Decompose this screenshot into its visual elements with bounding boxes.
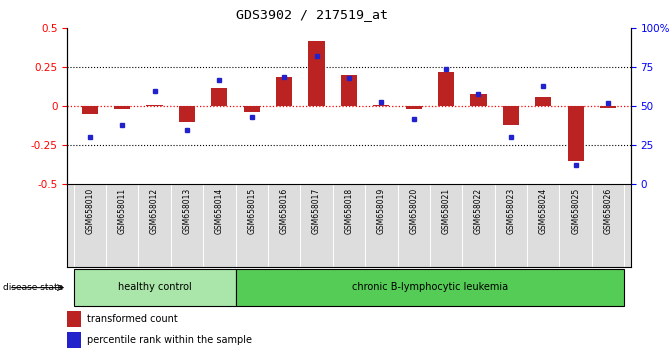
- Bar: [67, 311, 81, 327]
- Bar: [236, 269, 624, 306]
- Bar: [535, 97, 552, 106]
- Text: GSM658021: GSM658021: [442, 188, 451, 234]
- Text: disease state: disease state: [3, 283, 64, 292]
- Text: GSM658023: GSM658023: [507, 188, 515, 234]
- Bar: [470, 94, 486, 106]
- Text: GSM658010: GSM658010: [85, 188, 94, 234]
- Text: GSM658015: GSM658015: [247, 188, 256, 234]
- Bar: [568, 106, 584, 161]
- Text: GSM658017: GSM658017: [312, 188, 321, 234]
- Bar: [503, 106, 519, 125]
- Text: GSM658020: GSM658020: [409, 188, 418, 234]
- Bar: [405, 106, 422, 109]
- Text: percentile rank within the sample: percentile rank within the sample: [87, 335, 252, 345]
- Text: GSM658019: GSM658019: [377, 188, 386, 234]
- Bar: [373, 105, 389, 106]
- Bar: [67, 332, 81, 348]
- Bar: [211, 87, 227, 106]
- Text: healthy control: healthy control: [117, 282, 191, 292]
- Text: GSM658011: GSM658011: [117, 188, 127, 234]
- Bar: [82, 106, 98, 114]
- Text: GSM658012: GSM658012: [150, 188, 159, 234]
- Bar: [146, 105, 162, 106]
- Text: GSM658024: GSM658024: [539, 188, 548, 234]
- Text: GSM658016: GSM658016: [280, 188, 289, 234]
- Bar: [244, 106, 260, 113]
- Text: GSM658013: GSM658013: [183, 188, 191, 234]
- Text: GSM658022: GSM658022: [474, 188, 483, 234]
- Text: transformed count: transformed count: [87, 314, 178, 324]
- Text: GDS3902 / 217519_at: GDS3902 / 217519_at: [236, 8, 389, 21]
- Bar: [438, 72, 454, 106]
- Bar: [74, 269, 236, 306]
- Text: chronic B-lymphocytic leukemia: chronic B-lymphocytic leukemia: [352, 282, 508, 292]
- Text: GSM658014: GSM658014: [215, 188, 224, 234]
- Text: GSM658026: GSM658026: [604, 188, 613, 234]
- Text: GSM658025: GSM658025: [571, 188, 580, 234]
- Bar: [179, 106, 195, 122]
- Bar: [341, 75, 357, 106]
- Text: GSM658018: GSM658018: [344, 188, 354, 234]
- Bar: [600, 106, 616, 108]
- Bar: [276, 76, 293, 106]
- Bar: [309, 41, 325, 106]
- Bar: [114, 106, 130, 109]
